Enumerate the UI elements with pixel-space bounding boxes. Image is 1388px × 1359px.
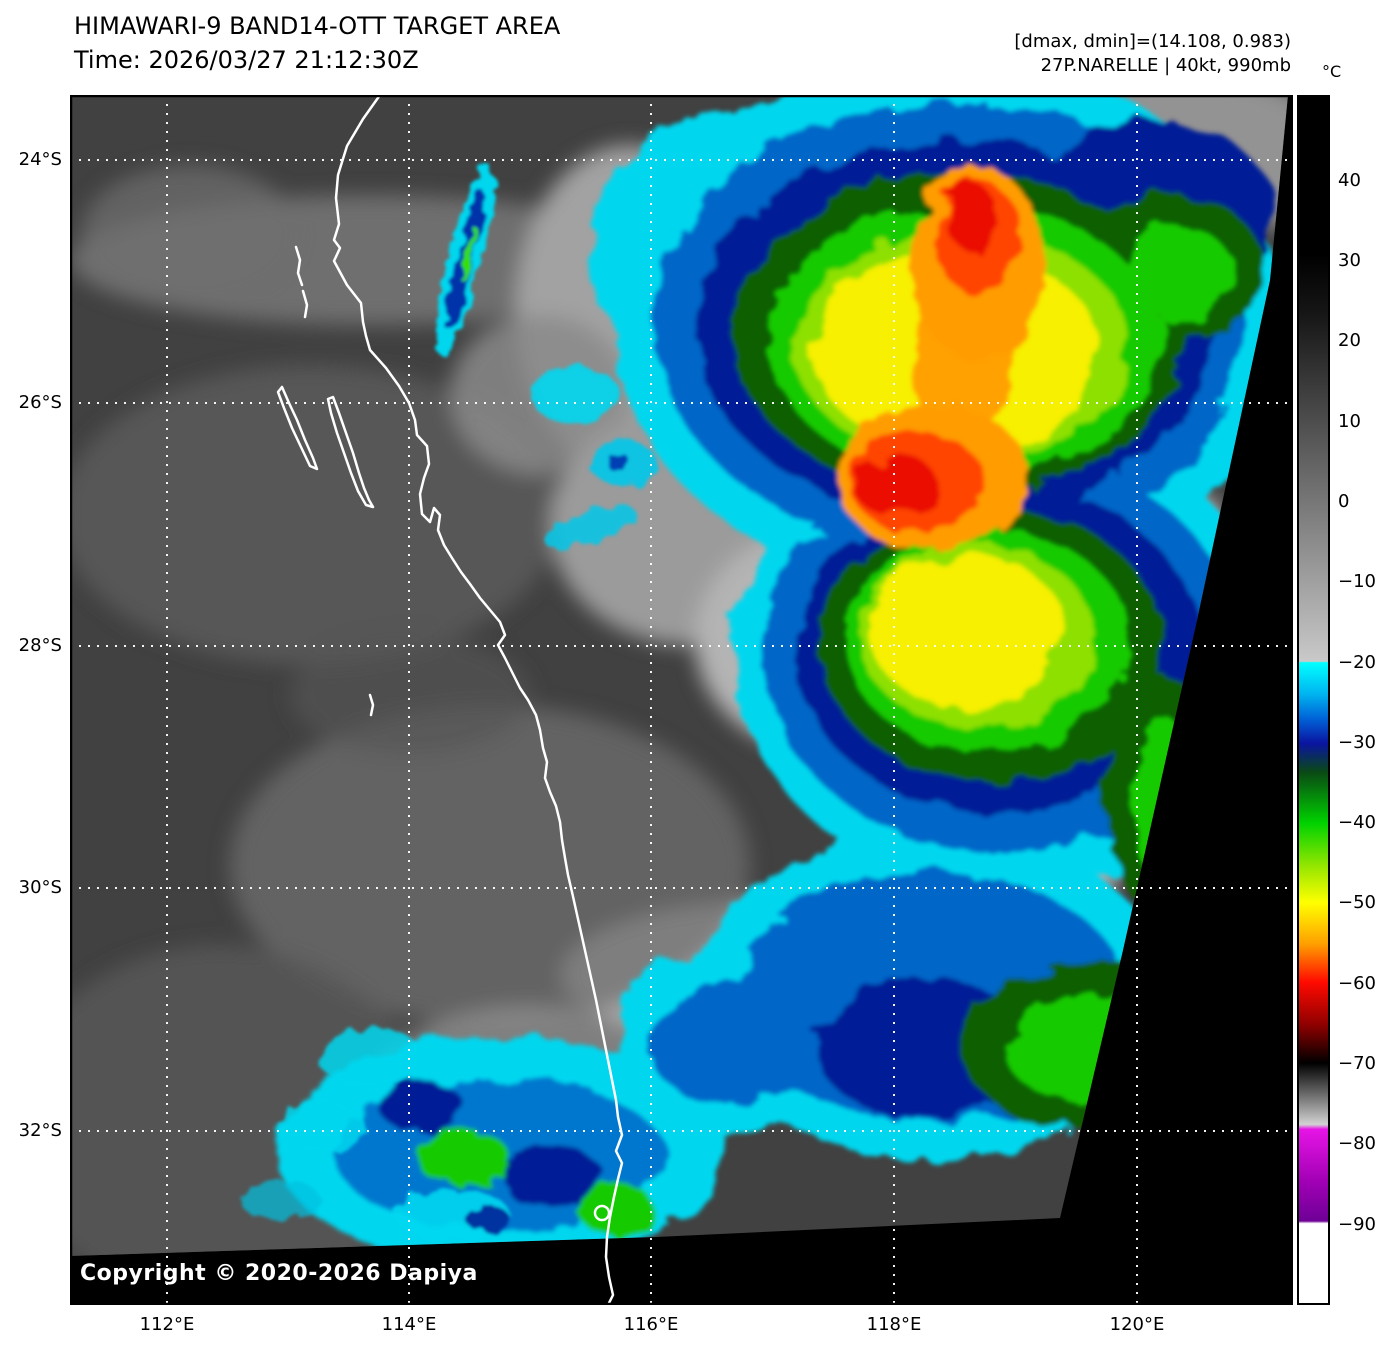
- colorbar-tick: −30: [1338, 732, 1376, 753]
- colorbar-tick: −60: [1338, 973, 1376, 994]
- lat-label: 32°S: [18, 1120, 62, 1141]
- coastline-estuary-loop: [593, 1204, 611, 1222]
- storm-id-text: 27P.NARELLE | 40kt, 990mb: [1040, 55, 1291, 76]
- colorbar-unit-label: °C: [1322, 62, 1342, 81]
- lat-label: 30°S: [18, 877, 62, 898]
- lat-label: 28°S: [18, 635, 62, 656]
- colorbar-tick: 30: [1338, 250, 1361, 271]
- cold-streaks-layer: [240, 164, 657, 1241]
- product-time: Time: 2026/03/27 21:12:30Z: [74, 46, 419, 74]
- colorbar-tick: −70: [1338, 1053, 1376, 1074]
- lon-label: 112°E: [139, 1314, 195, 1335]
- coastline-island-dorre: [301, 289, 309, 319]
- map-frame: [69, 94, 1294, 1306]
- colorbar-tick: −10: [1338, 571, 1376, 592]
- latlon-grid: [70, 95, 1293, 1305]
- colorbar-tick: −90: [1338, 1214, 1376, 1235]
- lat-label: 26°S: [18, 392, 62, 413]
- storm-annotation: [dmax, dmin]=(14.108, 0.983) 27P.NARELLE …: [1014, 30, 1291, 78]
- colorbar-tick: 10: [1338, 411, 1361, 432]
- satellite-map: [69, 93, 1294, 1307]
- colorbar-tick: 40: [1338, 170, 1361, 191]
- coastline-abrolhos: [368, 693, 375, 717]
- coastline-overlay: [276, 93, 624, 1307]
- product-title: HIMAWARI-9 BAND14-OTT TARGET AREA: [74, 12, 561, 40]
- coastline-mainland: [332, 93, 624, 1307]
- colorbar-tick: −80: [1338, 1133, 1376, 1154]
- colorbar-tick: 0: [1338, 491, 1350, 512]
- colorbar-tick: −20: [1338, 652, 1376, 673]
- dmax-dmin-text: [dmax, dmin]=(14.108, 0.983): [1014, 31, 1291, 52]
- colorbar-tick: −50: [1338, 892, 1376, 913]
- coastline-island-bernier: [294, 245, 304, 287]
- colorbar-tick: 20: [1338, 330, 1361, 351]
- coastline-island-dirk-hartog: [276, 385, 319, 471]
- copyright-text: Copyright © 2020-2026 Dapiya: [80, 1261, 478, 1286]
- lon-label: 114°E: [381, 1314, 437, 1335]
- lon-label: 120°E: [1109, 1314, 1165, 1335]
- swath-imagery: [70, 95, 1288, 1256]
- satellite-image: [69, 93, 1294, 1307]
- temperature-colorbar: [1297, 95, 1330, 1305]
- cyclone-color-layer: [275, 95, 1285, 1256]
- coastline-peron-peninsula: [326, 395, 375, 509]
- lon-label: 116°E: [623, 1314, 679, 1335]
- lon-label: 118°E: [866, 1314, 922, 1335]
- colorbar-tick: −40: [1338, 812, 1376, 833]
- lat-label: 24°S: [18, 149, 62, 170]
